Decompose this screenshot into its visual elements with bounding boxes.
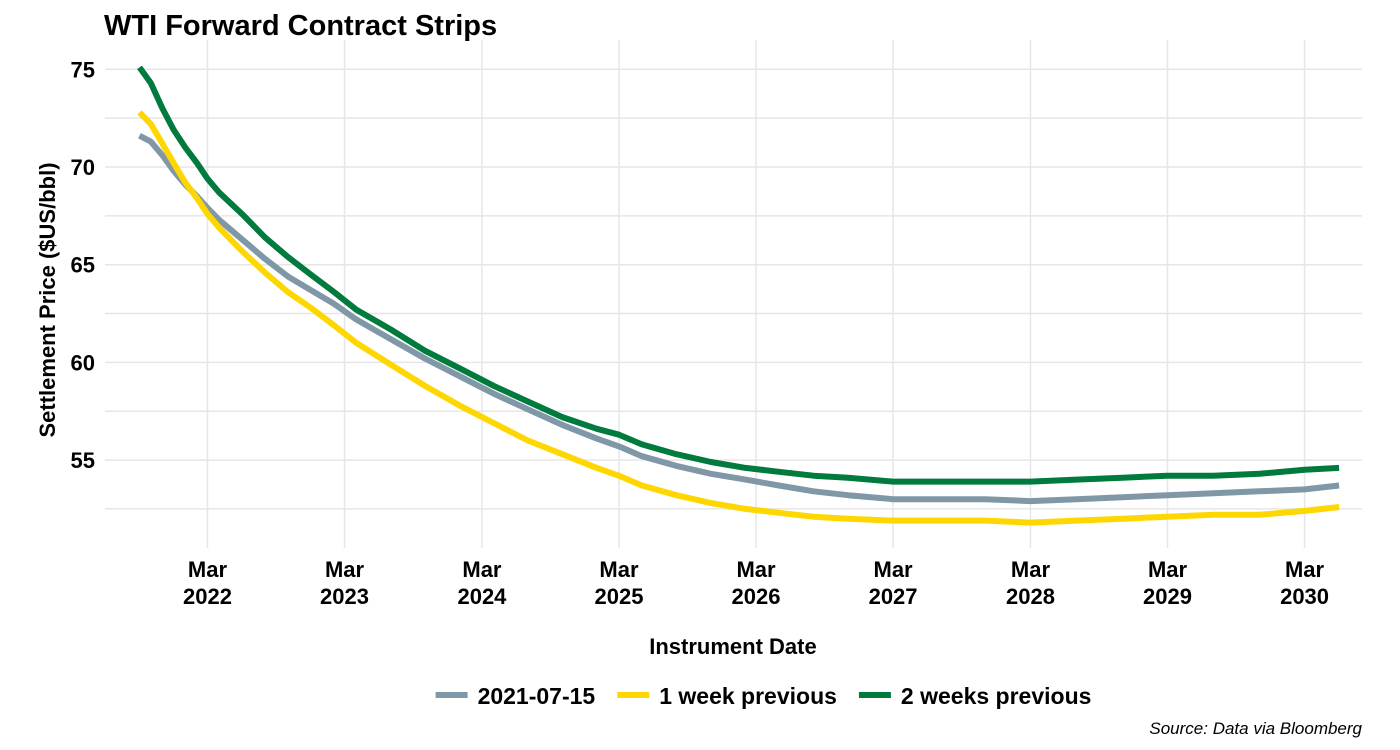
x-tick-month: Mar: [599, 557, 639, 582]
x-tick-year: 2022: [183, 584, 232, 609]
x-tick-month: Mar: [462, 557, 502, 582]
y-tick-label: 55: [71, 448, 95, 473]
legend-item: 2021-07-15: [435, 683, 596, 709]
x-tick-month: Mar: [736, 557, 776, 582]
y-tick-label: 70: [71, 155, 95, 180]
y-tick-label: 75: [71, 57, 95, 82]
y-tick-label: 65: [71, 253, 95, 278]
legend-label: 2021-07-15: [478, 683, 596, 709]
x-axis-title: Instrument Date: [649, 634, 816, 659]
legend: 2021-07-15 1 week previous 2 weeks previou…: [435, 683, 1092, 709]
series-lines: [137, 65, 1340, 526]
x-axis-ticks: Mar2022Mar2023Mar2024Mar2025Mar2026Mar20…: [183, 557, 1329, 609]
x-tick-year: 2030: [1280, 584, 1329, 609]
x-tick-year: 2025: [595, 584, 644, 609]
x-tick-month: Mar: [1011, 557, 1051, 582]
y-tick-label: 60: [71, 350, 95, 375]
chart-title: WTI Forward Contract Strips: [104, 10, 497, 42]
series-line-2: [137, 110, 1340, 526]
x-tick-month: Mar: [1285, 557, 1325, 582]
x-tick-month: Mar: [1148, 557, 1188, 582]
y-axis-ticks: 55 60 65 70 75: [71, 57, 95, 473]
legend-item: 2 weeks previous: [858, 683, 1092, 709]
source-caption: Source: Data via Bloomberg: [1149, 719, 1362, 738]
x-tick-year: 2026: [732, 584, 781, 609]
x-tick-month: Mar: [325, 557, 365, 582]
x-tick-year: 2024: [457, 584, 507, 609]
series-line-1: [138, 133, 1340, 505]
y-axis-title: Settlement Price ($US/bbl): [35, 162, 60, 437]
x-tick-month: Mar: [874, 557, 914, 582]
x-tick-year: 2028: [1006, 584, 1055, 609]
legend-label: 2 weeks previous: [901, 683, 1092, 709]
x-tick-month: Mar: [188, 557, 228, 582]
x-tick-year: 2029: [1143, 584, 1192, 609]
x-tick-year: 2027: [869, 584, 918, 609]
legend-label: 1 week previous: [659, 683, 837, 709]
legend-item: 1 week previous: [617, 683, 837, 709]
grid: [105, 40, 1362, 548]
x-tick-year: 2023: [320, 584, 369, 609]
series-line-3: [137, 65, 1340, 485]
